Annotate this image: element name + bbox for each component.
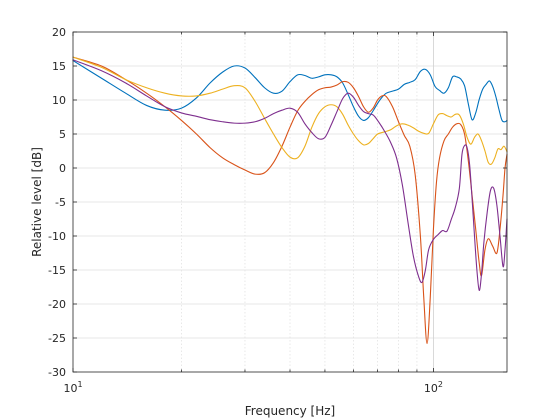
x-axis-title: Frequency [Hz] [245, 404, 336, 418]
x-tick-exponent: 1 [77, 380, 82, 389]
y-tick-label: -10 [48, 230, 66, 243]
series-line-3 [72, 56, 508, 165]
y-tick-label: -15 [48, 264, 66, 277]
tick-marks [72, 31, 507, 373]
x-tick-exponent: 2 [438, 380, 443, 389]
x-tick-base: 10 [63, 382, 77, 395]
y-axis-title: Relative level [dB] [30, 147, 44, 257]
y-tick-label: -5 [55, 196, 66, 209]
series-line-4 [72, 59, 508, 291]
y-tick-label: 5 [59, 128, 66, 141]
y-tick-label: 0 [59, 162, 66, 175]
y-tick-label: -30 [48, 366, 66, 379]
x-tick-label: 102 [424, 380, 443, 395]
y-tick-label: -20 [48, 298, 66, 311]
series-line-2 [72, 56, 508, 344]
y-tick-label: 10 [52, 94, 66, 107]
y-tick-labels: -30 -25 -20 -15 -10 -5 0 5 10 15 20 [48, 26, 66, 379]
series-layer [72, 56, 508, 344]
y-tick-label: 20 [52, 26, 66, 39]
x-tick-label: 101 [63, 380, 82, 395]
y-tick-label: -25 [48, 332, 66, 345]
x-tick-base: 10 [424, 382, 438, 395]
x-tick-labels: 101 102 [63, 380, 443, 395]
y-tick-label: 15 [52, 60, 66, 73]
series-line-1 [72, 60, 508, 123]
